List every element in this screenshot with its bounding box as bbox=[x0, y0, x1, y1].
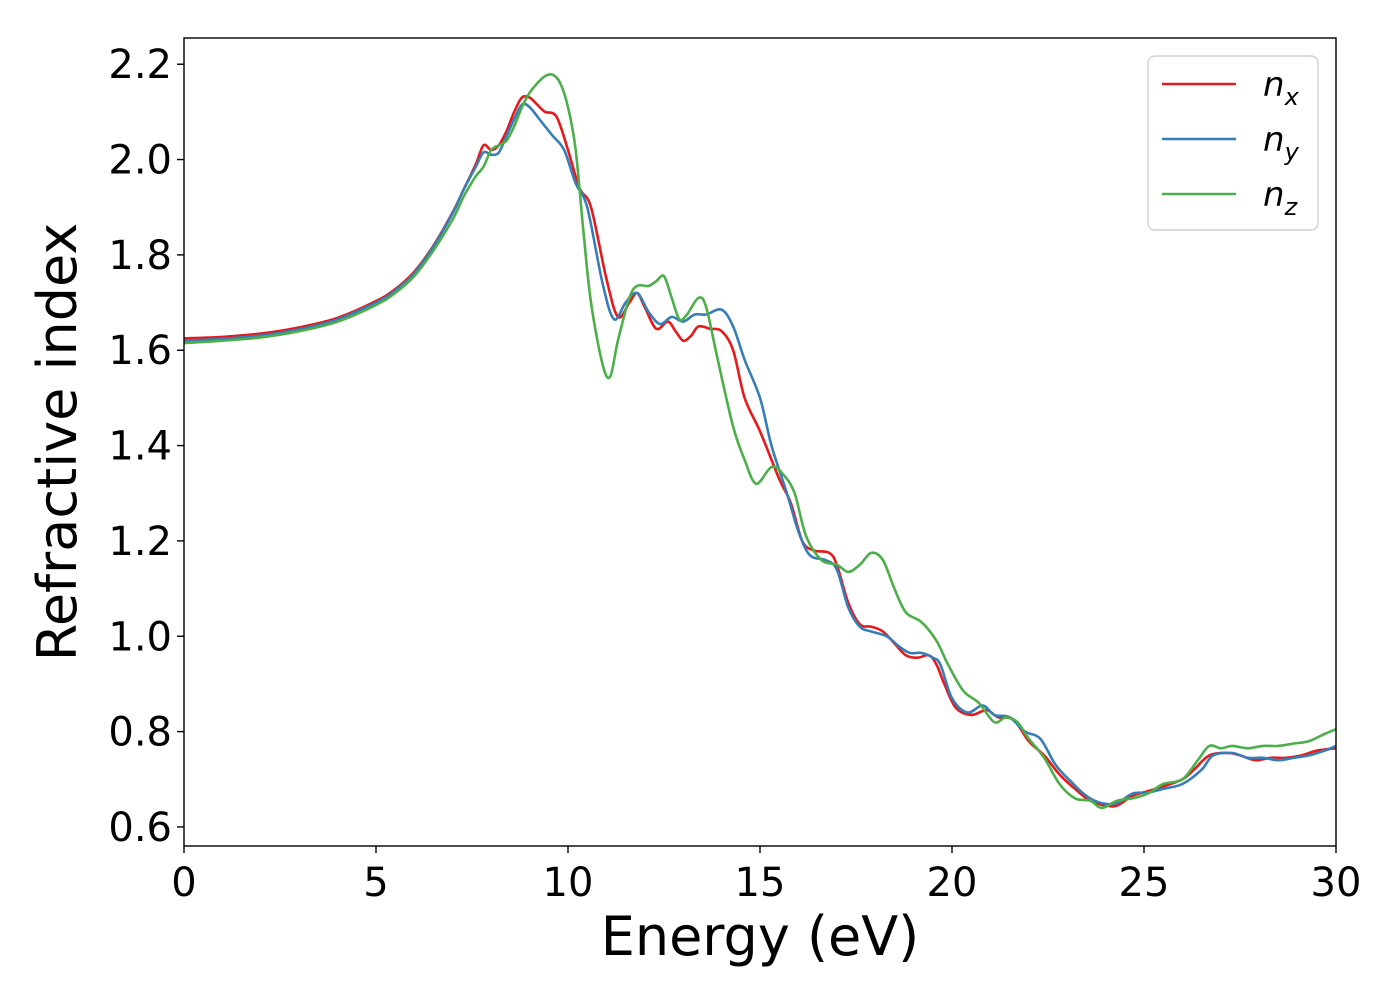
legend-label-nx: nx bbox=[1263, 65, 1300, 111]
y-tick-label: 0.8 bbox=[108, 710, 172, 756]
x-tick-label: 15 bbox=[735, 860, 786, 906]
y-tick-label: 1.2 bbox=[108, 519, 172, 565]
y-tick-label: 1.0 bbox=[108, 614, 172, 660]
legend: nx ny nz bbox=[1147, 55, 1319, 231]
x-tick-label: 30 bbox=[1311, 860, 1362, 906]
legend-box bbox=[1147, 55, 1319, 231]
x-tick-label: 5 bbox=[363, 860, 388, 906]
x-tick-label: 25 bbox=[1119, 860, 1170, 906]
legend-items: nx ny nz bbox=[1162, 65, 1300, 221]
y-tick-label: 1.8 bbox=[108, 233, 172, 279]
y-tick-label: 0.6 bbox=[108, 805, 172, 851]
x-tick-label: 10 bbox=[543, 860, 594, 906]
y-tick-label: 2.0 bbox=[108, 138, 172, 184]
x-axis-title: Energy (eV) bbox=[601, 905, 920, 968]
series-line-nz bbox=[183, 72, 1337, 810]
y-tick-label: 2.2 bbox=[108, 42, 172, 88]
y-tick-label: 1.6 bbox=[108, 328, 172, 374]
legend-label-ny: ny bbox=[1263, 120, 1300, 166]
x-tick-label: 0 bbox=[171, 860, 196, 906]
x-axis: 0 5 10 15 20 25 30 bbox=[171, 846, 1361, 906]
legend-label-nz: nz bbox=[1263, 175, 1299, 221]
series-line-ny bbox=[183, 102, 1337, 806]
x-tick-label: 20 bbox=[927, 860, 978, 906]
plot-lines bbox=[183, 72, 1337, 810]
y-axis-title: Refractive index bbox=[26, 223, 89, 662]
y-tick-label: 1.4 bbox=[108, 424, 172, 470]
y-axis: 0.6 0.8 1.0 1.2 1.4 1.6 1.8 2.0 2.2 bbox=[108, 42, 184, 851]
